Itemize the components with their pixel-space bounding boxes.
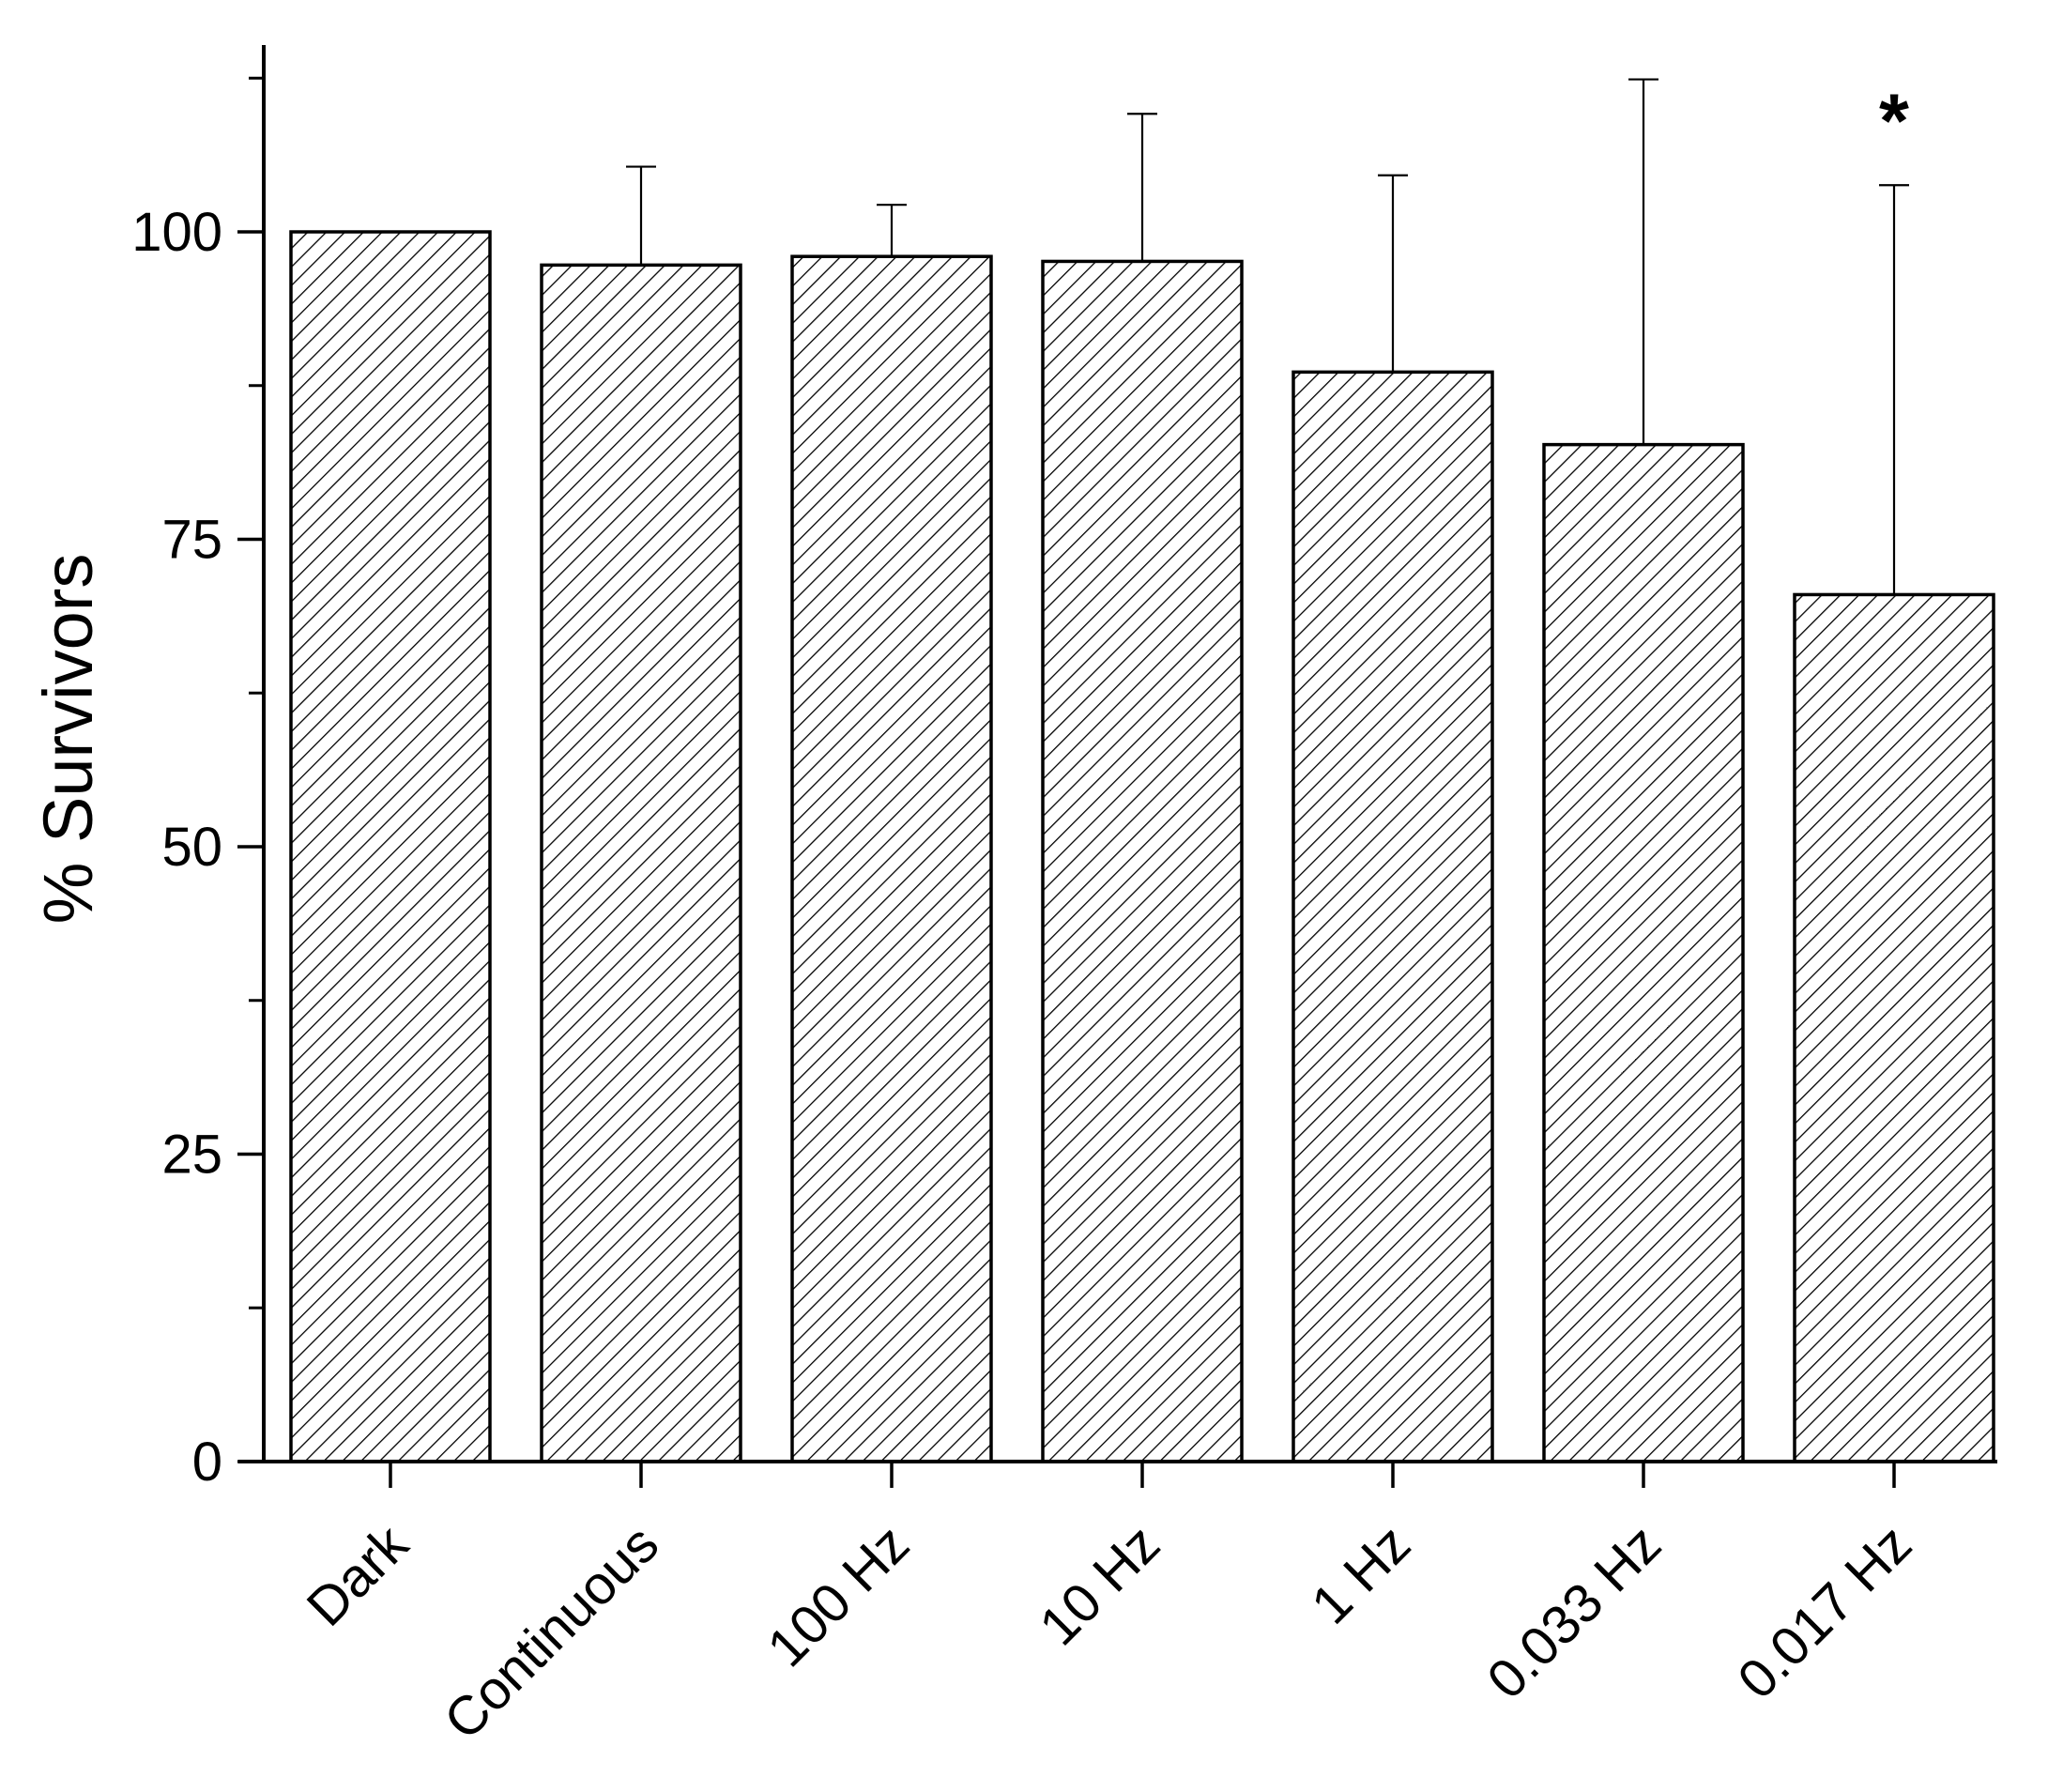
x-tick-label: Continuous xyxy=(433,1513,670,1751)
significance-marker: * xyxy=(1879,79,1909,164)
bar xyxy=(540,263,742,1463)
bar xyxy=(1542,442,1745,1463)
y-tick-label: 50 xyxy=(161,817,222,878)
bar xyxy=(1793,592,1995,1463)
y-tick-label: 0 xyxy=(192,1432,222,1493)
y-tick-label: 25 xyxy=(161,1125,222,1186)
x-tick-label: Dark xyxy=(296,1513,420,1638)
x-tick-label: 0.033 Hz xyxy=(1475,1513,1673,1710)
bar xyxy=(790,254,993,1463)
y-tick-label: 75 xyxy=(161,510,222,571)
bar xyxy=(1041,259,1244,1463)
bar xyxy=(289,230,492,1463)
x-tick-label: 10 Hz xyxy=(1028,1513,1171,1657)
y-axis-title: % Survivors xyxy=(29,554,107,925)
x-tick-label: 100 Hz xyxy=(756,1513,921,1678)
bar xyxy=(1291,370,1494,1463)
x-tick-label: 0.017 Hz xyxy=(1726,1513,1923,1710)
x-tick-label: 1 Hz xyxy=(1300,1513,1422,1635)
y-tick-label: 100 xyxy=(131,202,222,263)
